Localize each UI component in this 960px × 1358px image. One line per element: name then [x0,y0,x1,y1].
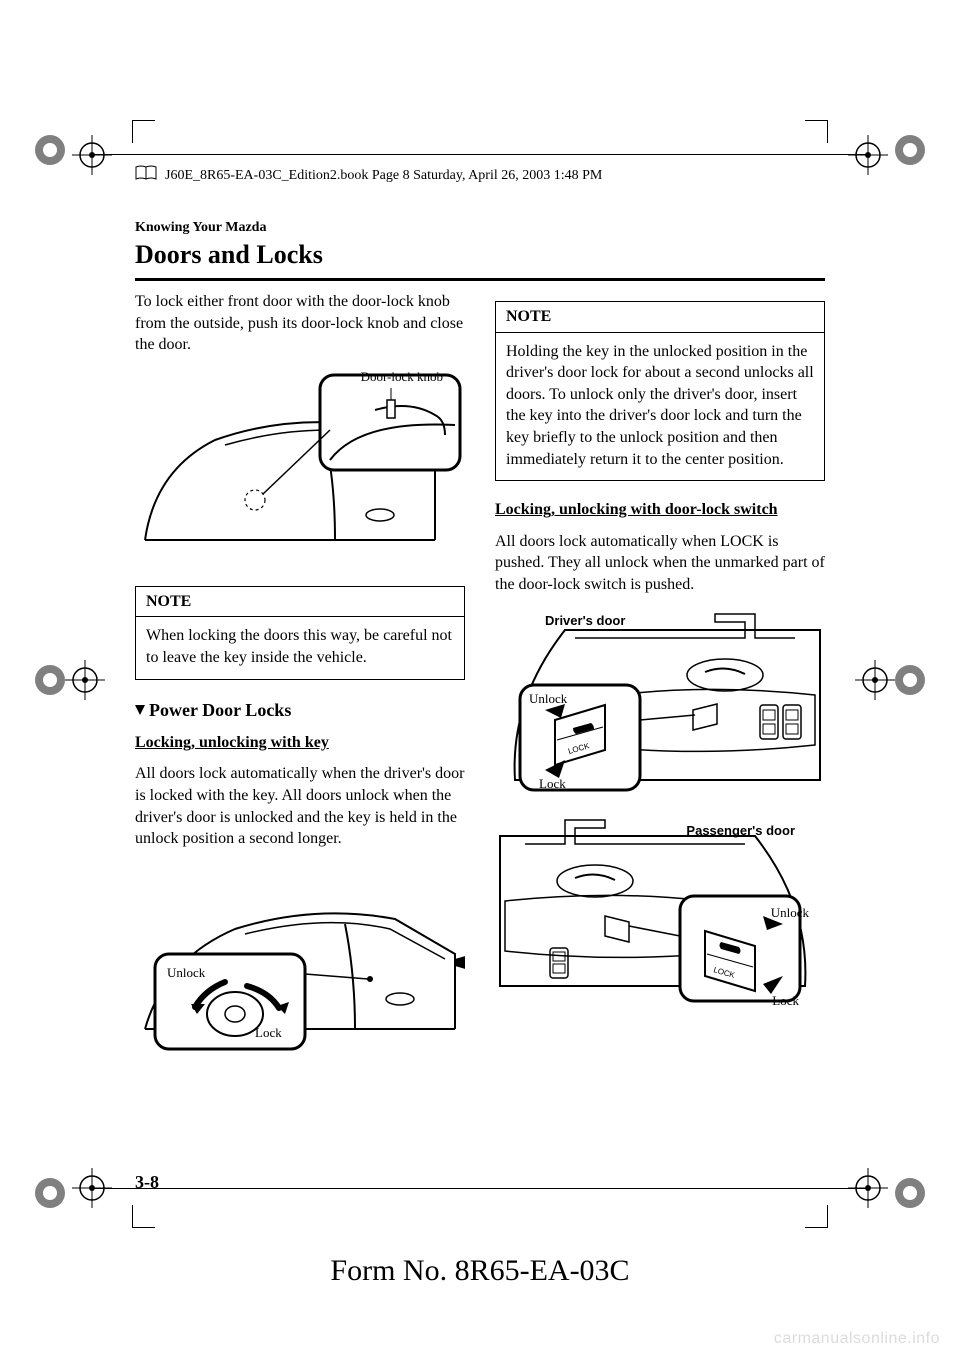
fig4-lock: Lock [772,992,799,1010]
left-intro: To lock either front door with the door-… [135,291,465,356]
reg-mark-tl-outer [30,130,70,170]
fig1-label: Door-lock knob [361,368,443,386]
reg-rule-top [90,154,870,155]
reg-mark-br-outer [890,1173,930,1213]
crop-tl [132,120,155,143]
note-box-right: NOTE Holding the key in the unlocked pos… [495,301,825,481]
fig3-title: Driver's door [545,612,625,630]
print-header-text: J60E_8R65-EA-03C_Edition2.book Page 8 Sa… [165,168,602,184]
figure-door-lock-knob: Door-lock knob [135,370,465,570]
uhead-locking-key: Locking, unlocking with key [135,732,465,754]
watermark: carmanualsonline.info [774,1330,940,1348]
reg-mark-mr-inner [855,660,895,700]
title-rule [135,278,825,281]
reg-mark-ml-outer [30,660,70,700]
section-label: Knowing Your Mazda [135,220,825,236]
fig2-unlock: Unlock [167,964,205,982]
fig2-lock: Lock [255,1024,282,1042]
form-number: Form No. 8R65-EA-03C [0,1254,960,1288]
figure-passenger-door: LOCK Passenger's door Unlock Lock [495,816,825,1011]
figure-driver-door: LOCK Driver's door Unlock Lock [495,610,825,800]
section-title: Doors and Locks [135,240,825,270]
note-body-right: Holding the key in the unlocked position… [496,333,824,481]
subhead-text: Power Door Locks [149,700,291,720]
print-header: J60E_8R65-EA-03C_Edition2.book Page 8 Sa… [135,165,602,186]
page-content: Knowing Your Mazda Doors and Locks To lo… [135,220,825,1070]
crop-bl [132,1205,155,1228]
reg-mark-tr-inner [848,135,888,175]
reg-mark-tl-inner [72,135,112,175]
subhead-power-door-locks: Power Door Locks [135,698,465,722]
book-icon [135,165,157,186]
note-head-left: NOTE [136,587,464,618]
left-column: To lock either front door with the door-… [135,291,465,1070]
uhead-switch: Locking, unlocking with door-lock switch [495,499,825,521]
reg-mark-mr-outer [890,660,930,700]
fig3-unlock: Unlock [529,690,567,708]
note-body-left: When locking the doors this way, be care… [136,617,464,678]
note-box-left: NOTE When locking the doors this way, be… [135,586,465,680]
fig3-lock: Lock [539,775,566,793]
crop-tr [805,120,828,143]
crop-br [805,1205,828,1228]
reg-mark-tr-outer [890,130,930,170]
page-number: 3-8 [135,1172,159,1193]
reg-mark-ml-inner [65,660,105,700]
left-para: All doors lock automatically when the dr… [135,763,465,849]
reg-mark-bl-outer [30,1173,70,1213]
fig4-title: Passenger's door [686,822,795,840]
right-para: All doors lock automatically when LOCK i… [495,531,825,596]
fig4-unlock: Unlock [771,904,809,922]
right-column: NOTE Holding the key in the unlocked pos… [495,291,825,1070]
reg-rule-bottom [90,1188,870,1189]
triangle-icon [135,705,145,715]
figure-key-lock: Unlock Lock [135,864,465,1054]
note-head-right: NOTE [496,302,824,333]
